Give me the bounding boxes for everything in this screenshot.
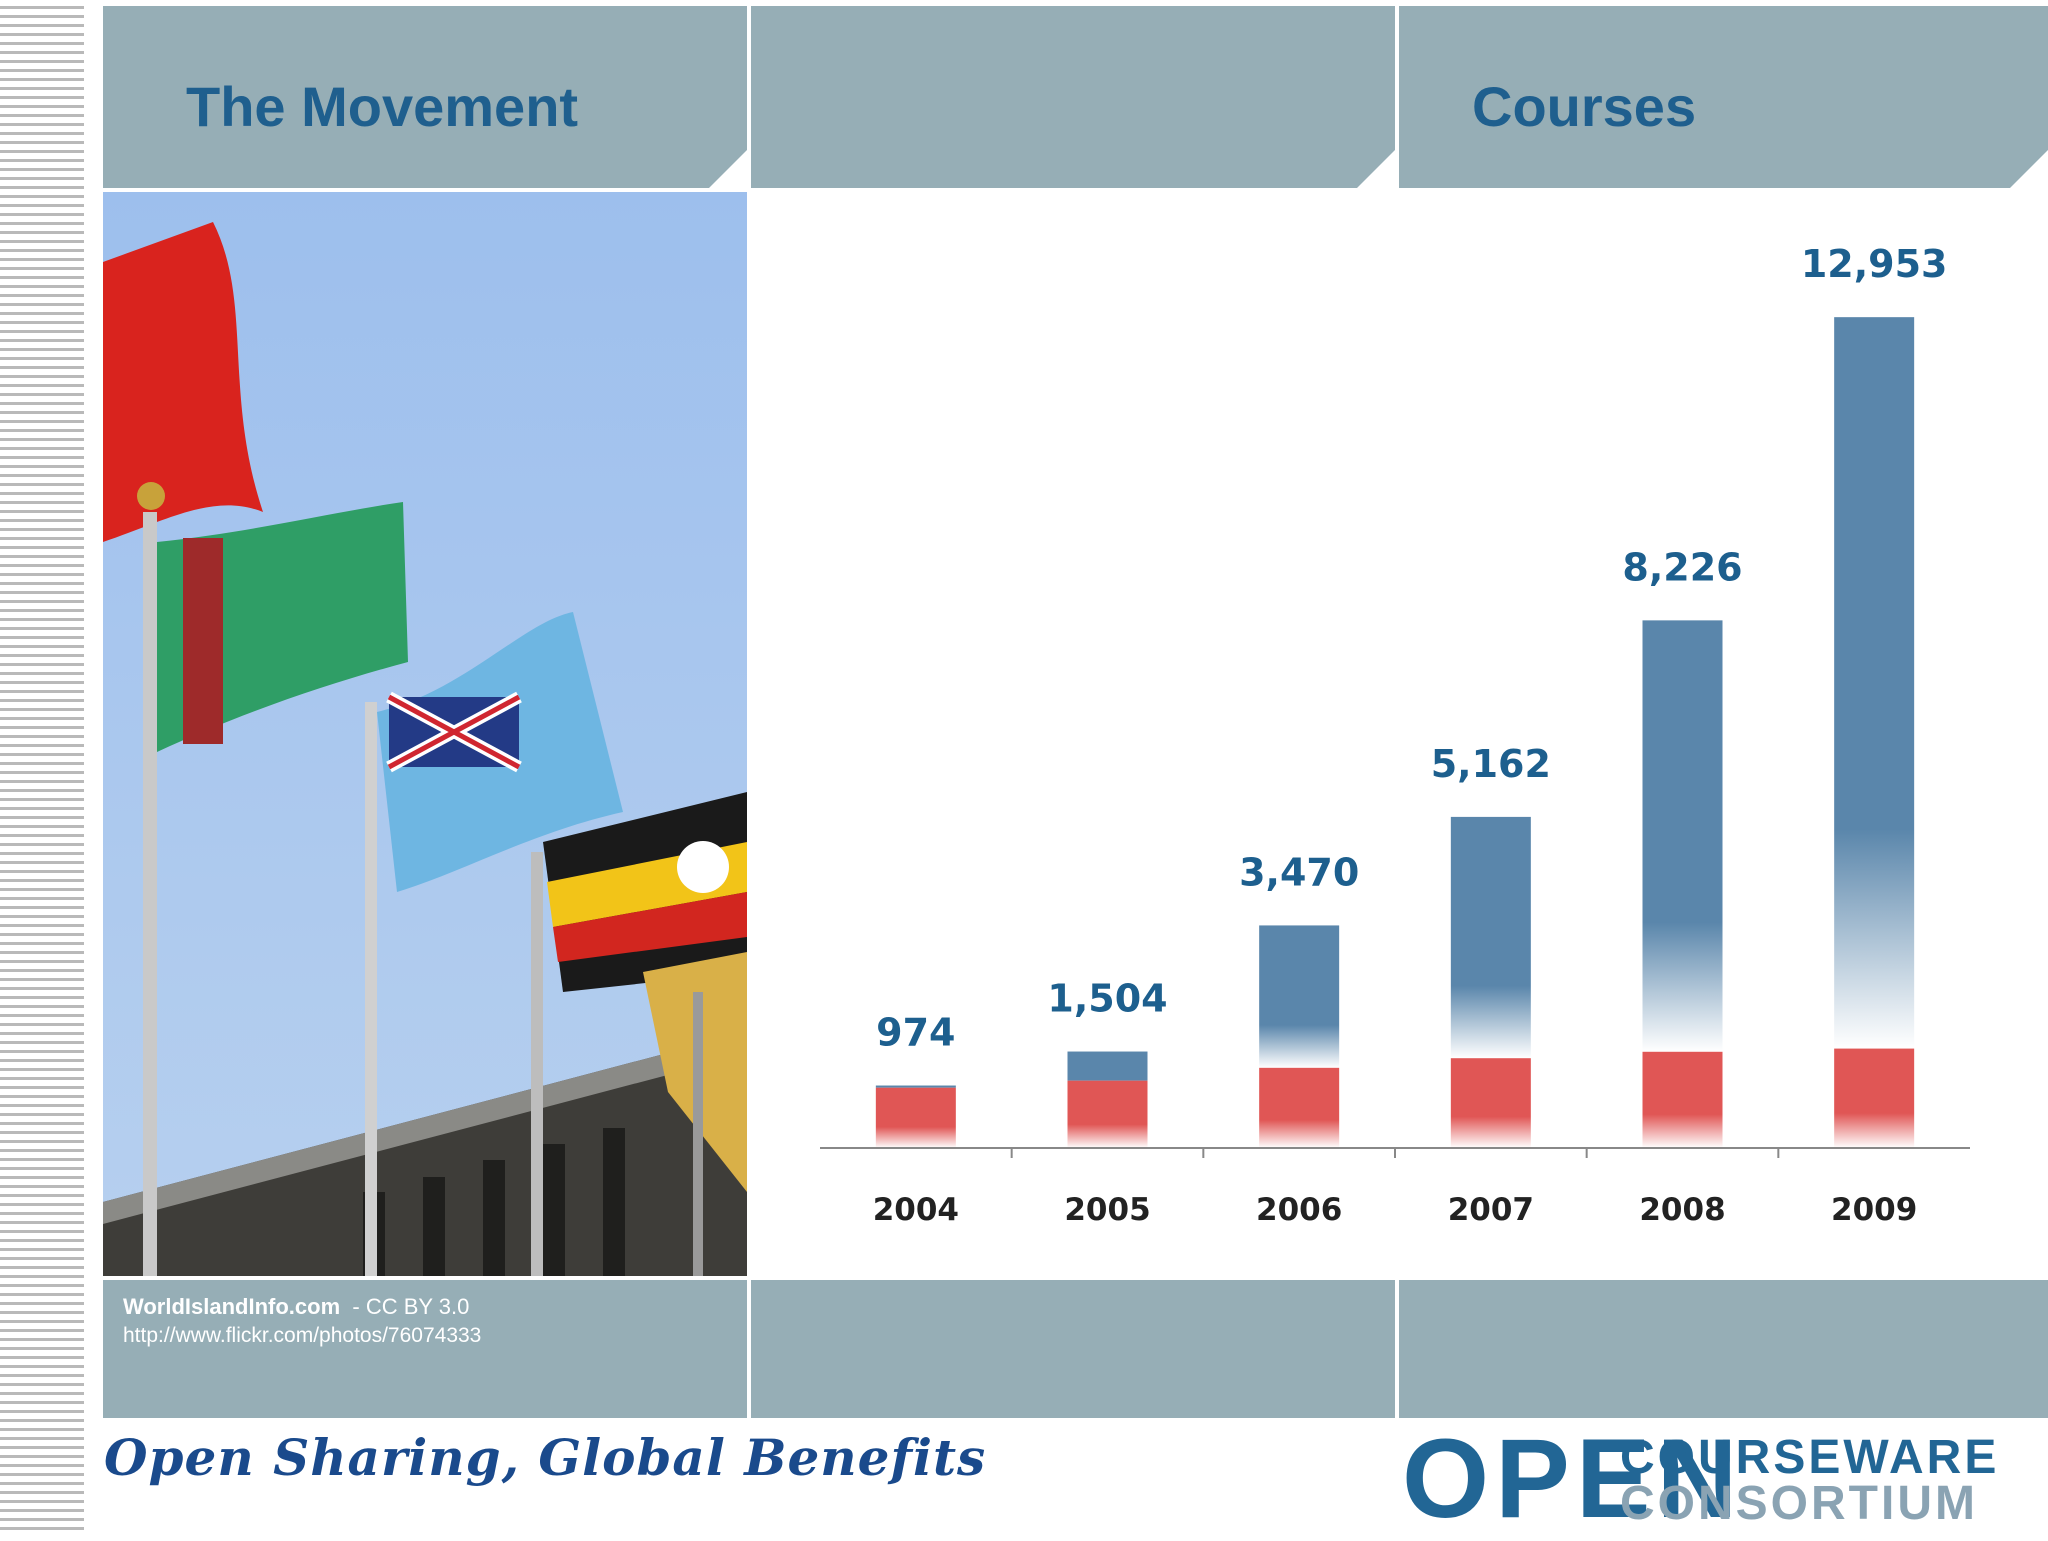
logo-consortium: CONSORTIUM <box>1620 1477 1978 1530</box>
bar-base-2004 <box>875 1087 956 1148</box>
bar-total-2004 <box>875 1085 956 1088</box>
bar-base-2006 <box>1259 1067 1340 1148</box>
photo-credit: WorldIslandInfo.com - CC BY 3.0 http://w… <box>123 1294 481 1348</box>
x-tick-label-2004: 2004 <box>873 1192 959 1228</box>
photo-credit-license: - CC BY 3.0 <box>352 1294 470 1319</box>
x-tick-labels: 2004 2005 2006 2007 2008 2009 <box>873 1192 1918 1228</box>
x-tick-label-2007: 2007 <box>1448 1192 1534 1228</box>
bar-base-2005 <box>1067 1080 1148 1148</box>
bar-total-2006 <box>1259 925 1340 1068</box>
slide-title-left: The Movement <box>186 75 579 138</box>
photo-credit-url: http://www.flickr.com/photos/76074333 <box>123 1324 482 1347</box>
photo-credit-name: WorldIslandInfo.com <box>123 1294 341 1319</box>
data-labels: 974 1,504 3,470 5,162 8,226 12,953 <box>876 242 1947 1054</box>
data-label-2005: 1,504 <box>1047 977 1167 1021</box>
data-label-2004: 974 <box>876 1011 955 1055</box>
logo-courseware: COURSEWARE <box>1620 1431 2000 1484</box>
chart-bars <box>875 317 1915 1148</box>
bar-total-2008 <box>1642 620 1723 1052</box>
header-panel-middle <box>751 6 1395 188</box>
data-label-2008: 8,226 <box>1622 545 1742 589</box>
data-label-2009: 12,953 <box>1801 242 1948 286</box>
bar-base-2009 <box>1834 1048 1915 1148</box>
tagline: Open Sharing, Global Benefits <box>104 1428 987 1487</box>
x-tick-label-2009: 2009 <box>1831 1192 1917 1228</box>
footer-panel-middle <box>751 1280 1395 1418</box>
bar-base-2007 <box>1450 1058 1531 1148</box>
slide-title-right: Courses <box>1472 75 1697 138</box>
bar-base-2008 <box>1642 1051 1723 1148</box>
bar-total-2005 <box>1067 1051 1148 1081</box>
x-tick-label-2006: 2006 <box>1256 1192 1342 1228</box>
footer-panel-right <box>1399 1280 2048 1418</box>
flags-photo <box>103 192 747 1276</box>
flags-photo-drawing <box>103 192 747 1276</box>
decorative-stripes <box>0 0 84 1536</box>
x-axis-ticks <box>1010 1148 1780 1158</box>
footer-panel-left <box>103 1280 747 1418</box>
data-label-2007: 5,162 <box>1431 742 1551 786</box>
data-label-2006: 3,470 <box>1239 850 1359 894</box>
bar-total-2007 <box>1450 816 1531 1059</box>
x-tick-label-2008: 2008 <box>1639 1192 1725 1228</box>
x-tick-label-2005: 2005 <box>1064 1192 1150 1228</box>
logo-open: OPEN <box>1402 1416 1744 1541</box>
bar-total-2009 <box>1834 317 1915 1049</box>
header-panel-left <box>103 6 747 188</box>
header-panel-right <box>1399 6 2048 188</box>
